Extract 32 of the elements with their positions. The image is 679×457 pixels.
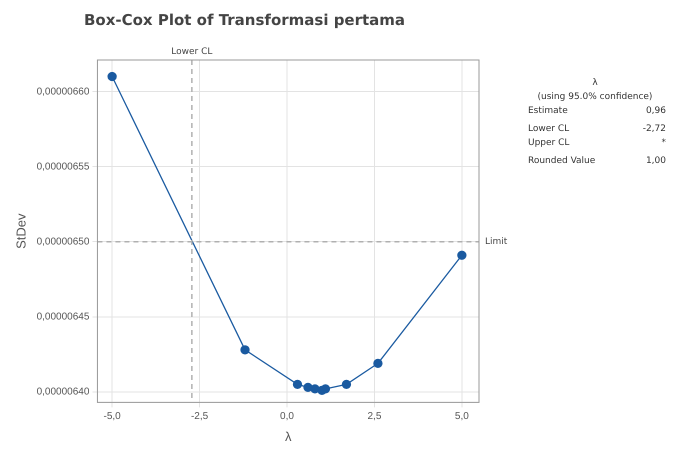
x-axis-title: λ	[284, 428, 292, 444]
point	[342, 380, 352, 390]
chart-title: Box-Cox Plot of Transformasi pertama	[84, 10, 406, 29]
x-tick-label: 5,0	[454, 411, 470, 422]
point	[320, 384, 330, 394]
y-tick-label: 0,00000660	[36, 86, 90, 98]
text: *	[662, 138, 666, 148]
text: λ	[591, 78, 599, 88]
y-tick-label: 0,00000655	[36, 161, 90, 172]
y-axis-title: StDev	[13, 213, 28, 249]
point	[240, 345, 250, 354]
point	[107, 72, 117, 82]
y-tick-label: 0,00000640	[36, 386, 90, 398]
x-tick-label: 0,0	[280, 411, 294, 422]
ref-line-label: Limit	[485, 237, 508, 248]
text: 1,00	[646, 156, 666, 166]
x-tick-label: -5,0	[104, 411, 122, 422]
text: 0,96	[646, 106, 666, 116]
text: Upper CL	[528, 138, 570, 148]
y-tick-label: 0,00000645	[36, 312, 90, 323]
y-tick-label: 0,00000650	[36, 236, 90, 248]
text: Lower CL	[528, 124, 570, 134]
ref-line-label: Lower CL	[171, 46, 212, 57]
point	[373, 358, 383, 368]
text: -2,72	[642, 124, 666, 134]
x-tick-label: 2,5	[367, 411, 382, 422]
text: Estimate	[528, 106, 568, 116]
point	[457, 250, 467, 260]
text: Rounded Value	[528, 156, 596, 166]
text: (using 95.0% confidence)	[536, 92, 654, 102]
x-tick-label: -2,5	[190, 411, 209, 422]
point	[292, 380, 302, 390]
